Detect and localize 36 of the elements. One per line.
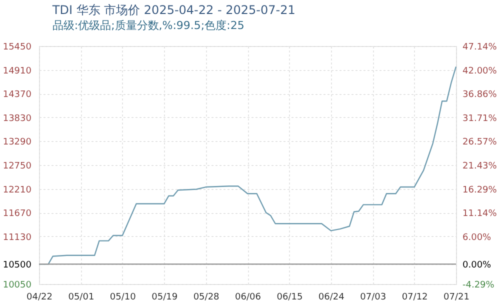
y-tick-label: 12750 <box>2 162 32 172</box>
y2-tick-label: 26.57% <box>462 138 498 148</box>
y-tick-label: 13290 <box>2 138 32 148</box>
chart-title: TDI 华东 市场价 2025-04-22 - 2025-07-21 <box>51 3 296 17</box>
y2-tick-label: 21.43% <box>462 161 498 172</box>
y2-tick-label: 16.29% <box>462 185 498 196</box>
y-tick-label: 10050 <box>2 280 32 290</box>
y-tick-label: 12210 <box>2 185 32 196</box>
x-tick-label: 06/15 <box>276 292 303 302</box>
x-tick-label: 04/22 <box>26 292 52 302</box>
x-tick-label: 07/12 <box>402 292 428 302</box>
y2-tick-label: 6.00% <box>462 232 492 243</box>
x-tick-label: 07/03 <box>360 292 386 302</box>
line-series <box>38 66 457 265</box>
x-tick-label: 05/19 <box>152 292 178 302</box>
y-tick-label: 11130 <box>2 232 32 243</box>
y-tick-label: 13830 <box>2 114 32 124</box>
chart-subtitle: 品级:优级品;质量分数,%:99.5;色度:25 <box>52 19 244 32</box>
y-tick-label: 14910 <box>2 66 32 76</box>
y2-tick-label: 31.71% <box>462 114 498 124</box>
y2-tick-label: -4.29% <box>462 280 495 290</box>
y2-tick-label: 47.14% <box>462 42 498 52</box>
y-tick-label: 14370 <box>2 90 32 100</box>
y2-tick-label: 11.14% <box>462 209 498 220</box>
x-tick-label: 05/28 <box>193 292 220 302</box>
y-tick-label: 10500 <box>2 260 32 271</box>
x-tick-label: 07/21 <box>444 292 470 302</box>
x-tick-label: 05/01 <box>68 292 94 302</box>
y2-tick-label: 0.00% <box>462 260 492 271</box>
x-tick-label: 06/06 <box>235 292 262 302</box>
x-tick-label: 06/24 <box>318 292 345 302</box>
y2-tick-label: 42.00% <box>462 66 498 76</box>
y2-tick-label: 36.86% <box>462 90 498 100</box>
x-tick-label: 05/10 <box>110 292 136 302</box>
y-tick-label: 15450 <box>2 42 32 52</box>
y-tick-label: 11670 <box>2 209 32 220</box>
